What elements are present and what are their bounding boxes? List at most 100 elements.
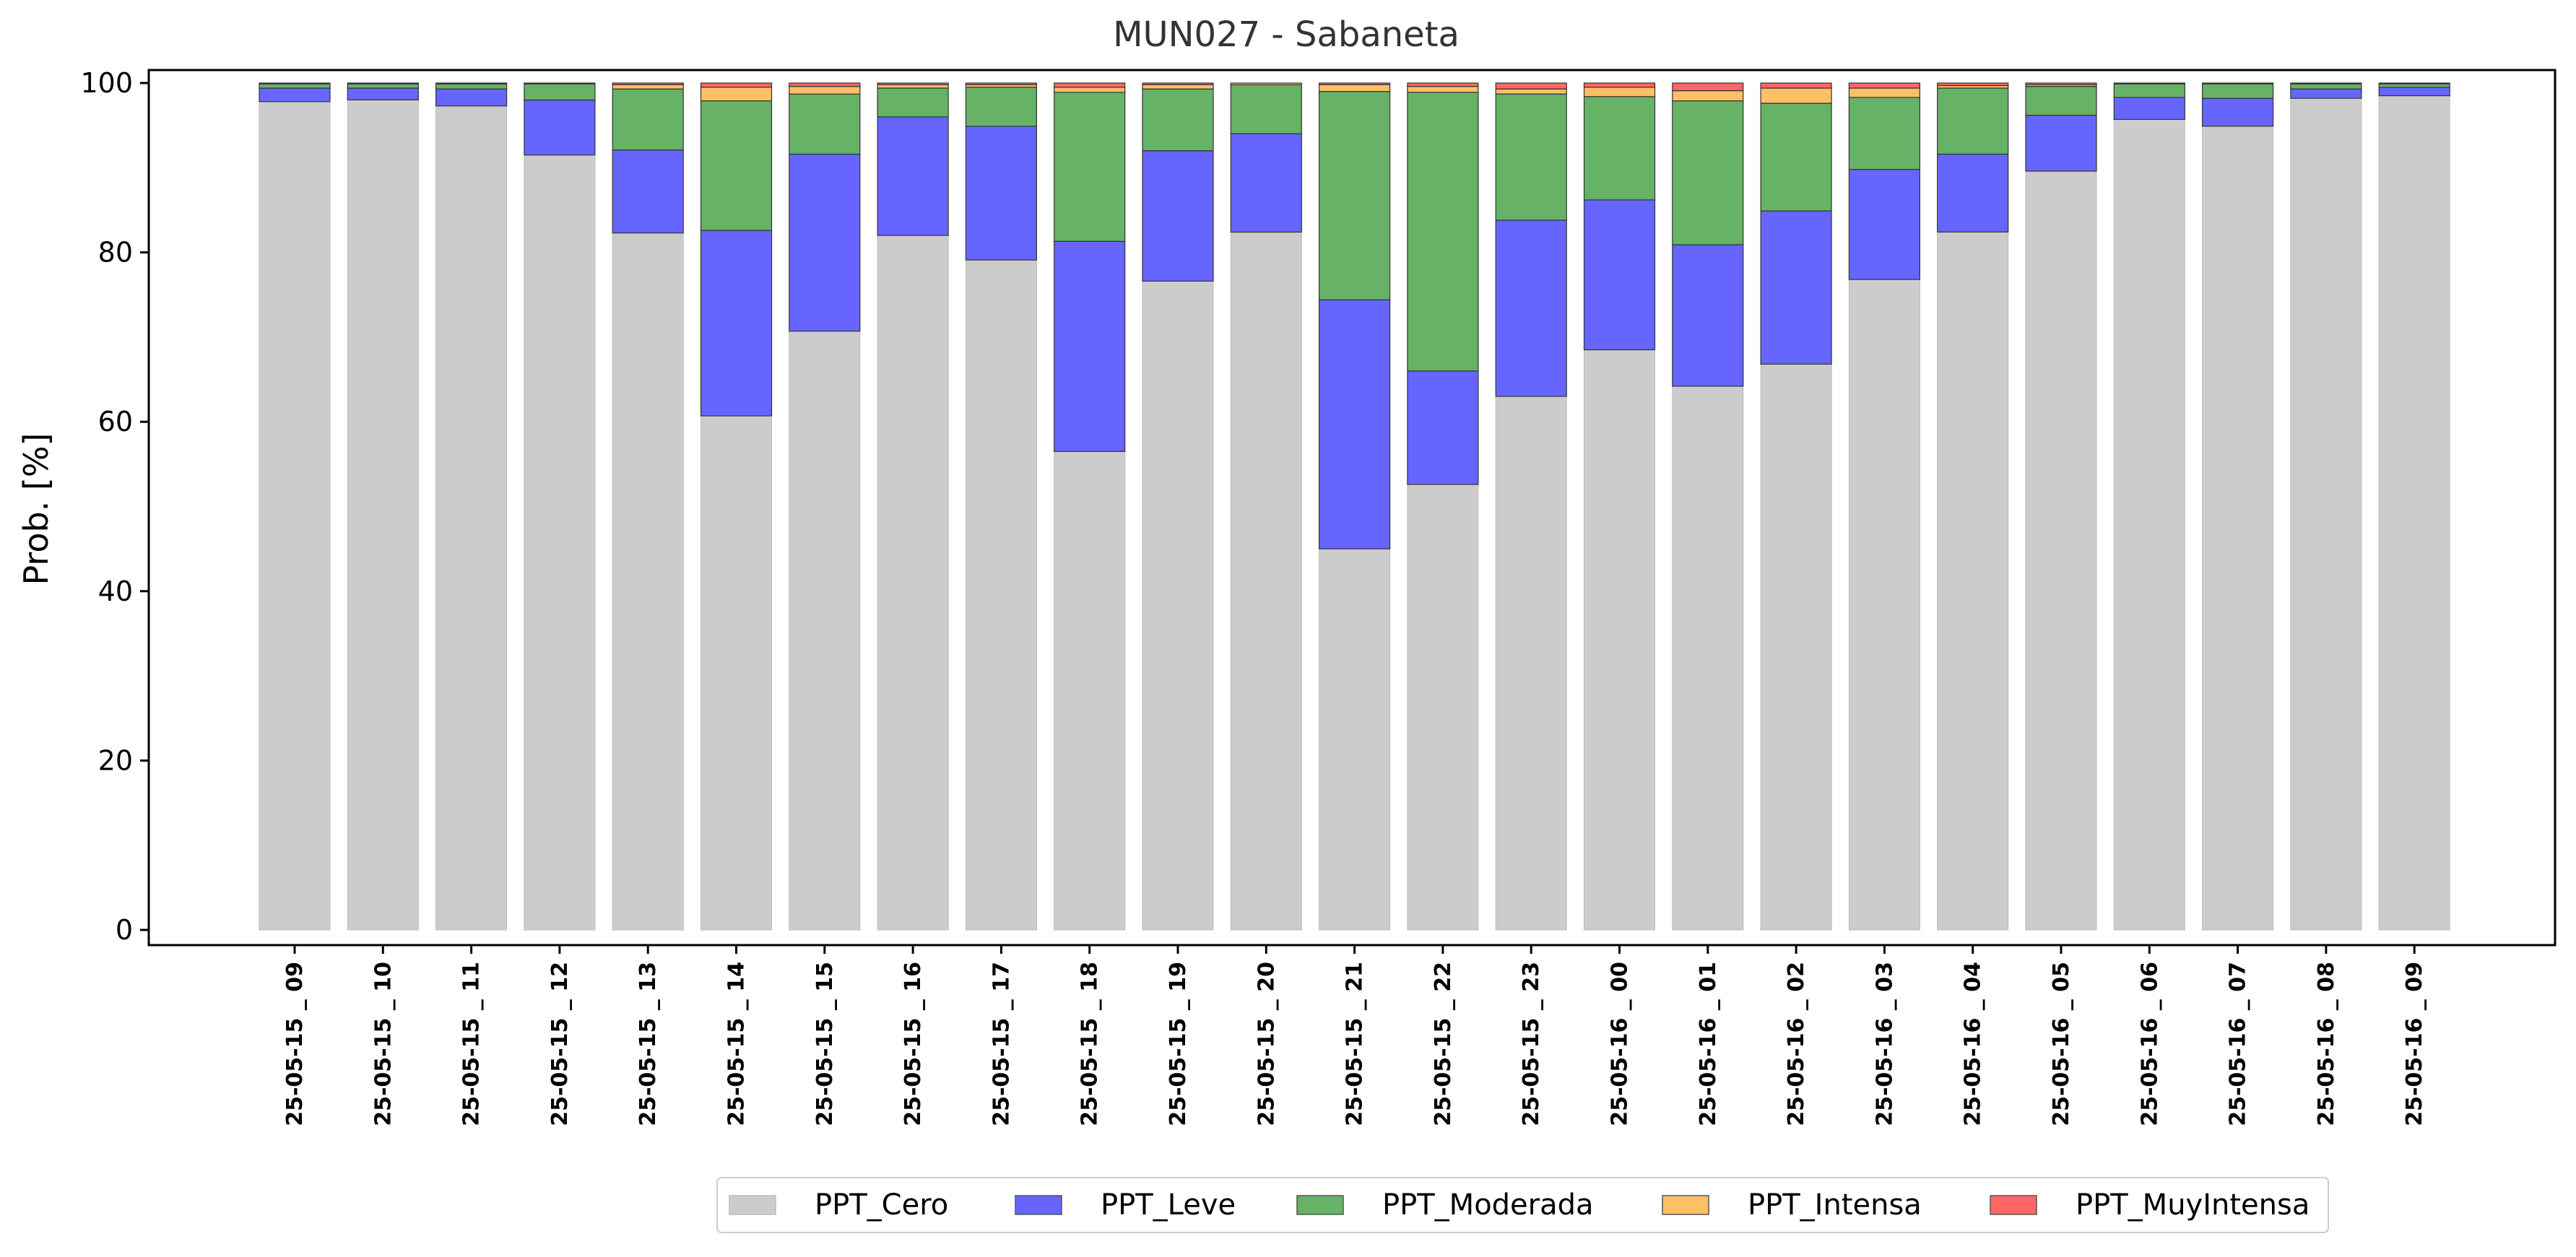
- bar-segment-ppt-cero: [347, 100, 419, 931]
- x-tick-label: 25-05-15 _ 23: [1519, 962, 1544, 1126]
- bar-segment-ppt-intensa: [435, 82, 508, 84]
- bar-segment-ppt-leve: [789, 153, 861, 332]
- bar-segment-ppt-intensa: [347, 82, 419, 84]
- bar-segment-ppt-moderada: [435, 83, 508, 90]
- bar-segment-ppt-cero: [1407, 484, 1479, 931]
- x-tick-label: 25-05-16 _ 04: [1961, 962, 1986, 1126]
- bar-segment-ppt-muyintensa: [1760, 82, 1832, 89]
- x-tick-label: 25-05-15 _ 19: [1166, 962, 1191, 1126]
- bar-segment-ppt-intensa: [612, 84, 684, 90]
- x-tick-label: 25-05-16 _ 02: [1784, 962, 1809, 1126]
- bar-segment-ppt-leve: [1937, 153, 2009, 233]
- bar-segment-ppt-cero: [2025, 170, 2097, 931]
- bar-segment-ppt-moderada: [789, 93, 861, 155]
- bar-segment-ppt-leve: [1142, 150, 1214, 282]
- bar-segment-ppt-intensa: [1495, 88, 1567, 95]
- x-tick-label: 25-05-16 _ 08: [2314, 962, 2339, 1126]
- plot-frame: [147, 69, 2557, 947]
- x-tick-label: 25-05-15 _ 09: [282, 962, 308, 1126]
- bar-segment-ppt-moderada: [1848, 97, 1920, 170]
- legend-swatch: [1015, 1195, 1062, 1215]
- bar-segment-ppt-leve: [1760, 210, 1832, 365]
- x-axis-ticks: 25-05-15 _ 09 25-05-15 _ 10 25-05-15 _ 11 2…: [282, 945, 2427, 1126]
- x-tick-label: 25-05-15 _ 16: [901, 962, 926, 1126]
- bar-segment-ppt-muyintensa: [1318, 82, 1391, 85]
- bar-segment-ppt-muyintensa: [612, 82, 684, 85]
- bar-segment-ppt-muyintensa: [789, 82, 861, 87]
- y-tick-label: 20: [98, 744, 133, 776]
- bar-segment-ppt-leve: [2025, 115, 2097, 172]
- bar-segment-ppt-intensa: [2290, 82, 2362, 84]
- legend-label: PPT_MuyIntensa: [2076, 1188, 2310, 1222]
- bar-segment-ppt-moderada: [1583, 96, 1656, 201]
- bar-segment-ppt-cero: [877, 235, 949, 931]
- bar-segment-ppt-moderada: [1054, 92, 1126, 242]
- bar-segment-ppt-moderada: [1495, 93, 1567, 221]
- bar-segment-ppt-cero: [1054, 451, 1126, 931]
- x-tick-label: 25-05-16 _ 05: [2049, 962, 2074, 1126]
- x-tick-label: 25-05-15 _ 11: [459, 962, 485, 1126]
- bar-segment-ppt-muyintensa: [877, 82, 949, 85]
- bar-segment-ppt-muyintensa: [965, 82, 1038, 85]
- legend-frame: [716, 1177, 2329, 1233]
- bar-segment-ppt-cero: [1937, 231, 2009, 931]
- x-tick-label: 25-05-16 _ 03: [1872, 962, 1897, 1126]
- bar-segment-ppt-intensa: [524, 82, 596, 84]
- bar-segment-ppt-moderada: [877, 87, 949, 118]
- bar-segment-ppt-intensa: [700, 87, 773, 102]
- bars-layer: [259, 82, 2450, 931]
- bar-segment-ppt-leve: [1583, 199, 1656, 351]
- bar-segment-ppt-intensa: [1142, 84, 1214, 90]
- x-tick-label: 25-05-15 _ 13: [636, 962, 661, 1126]
- bar-segment-ppt-cero: [435, 105, 508, 931]
- bar-segment-ppt-cero: [1142, 281, 1214, 931]
- bar-segment-ppt-moderada: [1937, 87, 2009, 155]
- legend-label: PPT_Intensa: [1748, 1188, 1922, 1222]
- bar-segment-ppt-cero: [1848, 279, 1920, 931]
- bar-segment-ppt-moderada: [965, 87, 1038, 127]
- bar-segment-ppt-intensa: [877, 84, 949, 89]
- x-tick-label: 25-05-15 _ 17: [989, 962, 1014, 1126]
- y-tick-label: 40: [98, 575, 133, 607]
- bar-segment-ppt-leve: [1407, 370, 1479, 485]
- bar-segment-ppt-leve: [2113, 97, 2185, 120]
- bar-segment-ppt-intensa: [789, 86, 861, 95]
- legend-label: PPT_Moderada: [1382, 1188, 1594, 1222]
- x-tick-label: 25-05-15 _ 21: [1343, 962, 1368, 1126]
- bar-segment-ppt-leve: [700, 230, 773, 417]
- x-tick-label: 25-05-16 _ 07: [2226, 962, 2251, 1126]
- bar-segment-ppt-leve: [1230, 133, 1302, 233]
- bar-segment-ppt-moderada: [2378, 83, 2450, 88]
- legend-label: PPT_Cero: [815, 1188, 948, 1222]
- bar-segment-ppt-muyintensa: [1937, 82, 2009, 87]
- bar-segment-ppt-muyintensa: [1848, 82, 1920, 89]
- bar-segment-ppt-leve: [524, 99, 596, 156]
- bar-segment-ppt-leve: [347, 87, 419, 100]
- y-axis-label: Prob. [%]: [17, 432, 56, 585]
- bar-segment-ppt-intensa: [1407, 86, 1479, 93]
- bar-segment-ppt-muyintensa: [1495, 82, 1567, 90]
- bar-segment-ppt-leve: [1054, 240, 1126, 452]
- chart-title: MUN027 - Sabaneta: [1113, 14, 1460, 55]
- bar-segment-ppt-intensa: [2113, 82, 2185, 84]
- bar-segment-ppt-leve: [435, 88, 508, 107]
- bar-segment-ppt-moderada: [700, 100, 773, 231]
- bar-segment-ppt-intensa: [1672, 90, 1744, 102]
- bar-segment-ppt-moderada: [2290, 83, 2362, 90]
- bar-segment-ppt-leve: [1318, 299, 1391, 549]
- y-axis-ticks: 0 20 40 60 80 100: [80, 67, 149, 946]
- bar-segment-ppt-moderada: [259, 83, 331, 89]
- y-tick-label: 80: [98, 237, 133, 269]
- bar-segment-ppt-moderada: [1760, 103, 1832, 212]
- legend-swatch: [729, 1195, 776, 1215]
- bar-segment-ppt-moderada: [2113, 83, 2185, 98]
- bar-segment-ppt-muyintensa: [1672, 82, 1744, 92]
- bar-segment-ppt-leve: [1495, 219, 1567, 397]
- bar-segment-ppt-intensa: [1848, 87, 1920, 98]
- x-tick-label: 25-05-15 _ 10: [370, 962, 396, 1126]
- bar-segment-ppt-moderada: [347, 83, 419, 89]
- bar-segment-ppt-cero: [2113, 118, 2185, 931]
- bar-segment-ppt-cero: [701, 415, 772, 931]
- bar-segment-ppt-moderada: [1318, 91, 1391, 300]
- legend-label: PPT_Leve: [1101, 1188, 1236, 1222]
